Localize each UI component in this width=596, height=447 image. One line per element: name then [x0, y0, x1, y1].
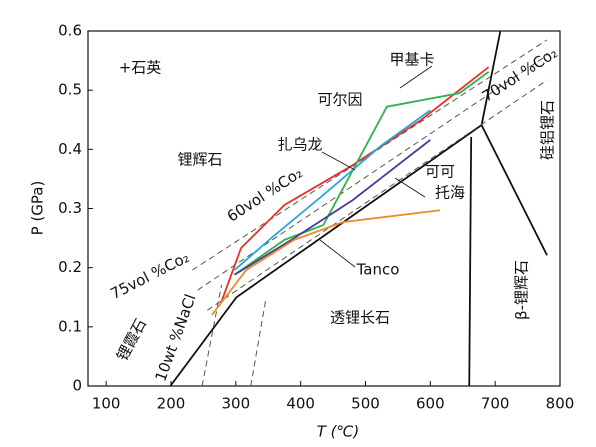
series-line	[234, 139, 431, 276]
annotation: 甲基卡	[389, 51, 434, 69]
annotation: 扎乌龙	[277, 136, 322, 154]
series-line	[234, 71, 490, 276]
series-line	[233, 109, 431, 271]
annotation: 75vol %Co₂	[107, 248, 192, 303]
x-tick-label: 800	[546, 395, 575, 413]
x-tick-label: 700	[481, 395, 510, 413]
series-line	[480, 124, 548, 256]
y-tick-label: 0.5	[58, 81, 82, 99]
x-tick-label: 500	[351, 395, 380, 413]
series-line	[211, 209, 441, 316]
annotation: 托海	[435, 184, 465, 202]
y-tick-label: 0.2	[58, 258, 82, 276]
y-tick-label: 0.4	[58, 140, 82, 158]
annotation: 硅铝锂石	[539, 100, 557, 160]
annotation: 10wt %NaCl	[151, 292, 199, 384]
series-line	[220, 66, 490, 304]
annotation: Tanco	[356, 261, 400, 279]
annotation: 可可	[425, 163, 455, 181]
series-line	[250, 300, 267, 387]
y-tick-label: 0.3	[58, 199, 82, 217]
series-line	[201, 284, 223, 387]
annotation: β-锂辉石	[513, 260, 531, 320]
series-line	[468, 136, 473, 387]
annotation: 锂辉石	[177, 151, 222, 169]
annotation: 可尔因	[317, 91, 362, 109]
annotation: 透锂长石	[330, 309, 390, 327]
series-line	[207, 79, 548, 311]
leader-line	[399, 65, 433, 89]
x-tick-label: 200	[157, 395, 186, 413]
leader-line	[394, 177, 426, 198]
series-line	[169, 30, 502, 387]
x-tick-label: 100	[92, 395, 121, 413]
x-tick-label: 400	[286, 395, 315, 413]
y-axis-label: P (GPa)	[29, 181, 47, 236]
y-tick-label: 0.1	[58, 317, 82, 335]
x-tick-label: 300	[222, 395, 251, 413]
leader-line	[321, 151, 356, 171]
annotation: 60vol %Co₂	[224, 164, 306, 226]
y-tick-label: 0	[72, 377, 82, 395]
annotation: +石英	[119, 59, 162, 77]
x-axis-label: T (℃)	[317, 423, 359, 441]
annotation: 锂霞石	[113, 316, 150, 364]
x-tick-label: 600	[416, 395, 445, 413]
y-tick-label: 0.6	[58, 22, 82, 40]
leader-line	[319, 239, 356, 268]
